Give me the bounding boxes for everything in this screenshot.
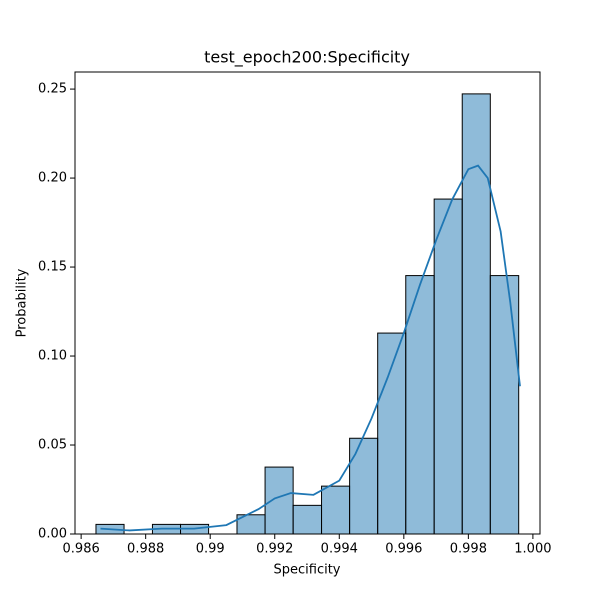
- kde-line: [100, 164, 521, 532]
- bar: [405, 275, 435, 535]
- y-tick-label: 0.15: [38, 260, 67, 275]
- bar: [489, 275, 520, 535]
- x-tick-label: 0.994: [321, 542, 358, 557]
- y-tick-label: 0.00: [38, 527, 67, 542]
- bar: [321, 485, 351, 535]
- x-axis-label: Specificity: [274, 563, 341, 578]
- bar: [264, 466, 294, 535]
- bar: [292, 504, 323, 535]
- x-tick-label: 0.986: [63, 542, 100, 557]
- bar: [377, 332, 407, 535]
- x-tick-label: 0.99: [196, 542, 225, 557]
- x-tick-label: 0.988: [127, 542, 164, 557]
- bar: [349, 437, 379, 535]
- y-tick-label: 0.25: [38, 82, 67, 97]
- plot-frame: [74, 71, 541, 535]
- y-axis-label: Probability: [15, 268, 30, 337]
- bar: [461, 93, 491, 535]
- x-tick-label: 0.992: [256, 542, 293, 557]
- chart-title: test_epoch200:Specificity: [204, 48, 410, 68]
- x-tick-label: 1.000: [514, 542, 551, 557]
- y-tick-label: 0.20: [38, 171, 67, 186]
- y-tick-label: 0.10: [38, 349, 67, 364]
- bar: [433, 198, 463, 535]
- y-tick-label: 0.05: [38, 438, 67, 453]
- x-tick-label: 0.996: [385, 542, 422, 557]
- x-tick-label: 0.998: [450, 542, 487, 557]
